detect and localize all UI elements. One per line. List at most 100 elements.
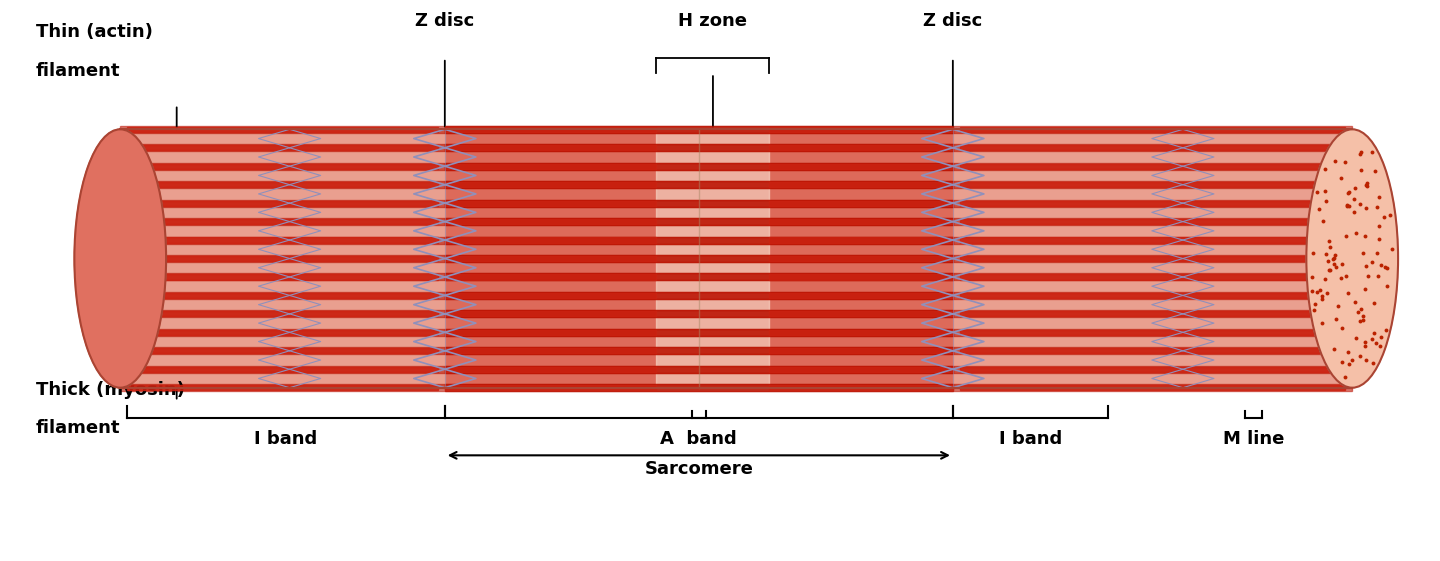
Bar [960,237,1345,243]
Bar [445,218,953,225]
Bar [445,384,953,391]
Bar [445,181,953,188]
Bar [445,200,657,206]
Bar [960,311,1345,316]
Bar [445,385,657,390]
Bar [121,163,1352,170]
Bar [445,293,657,298]
Bar [127,385,438,390]
Bar [769,145,953,150]
Bar [445,127,657,132]
Bar [127,311,438,316]
Bar [127,145,438,150]
Bar [127,293,438,298]
Bar [121,237,1352,243]
Bar [960,127,1345,132]
Bar [121,218,1352,225]
Bar [445,292,953,299]
Bar [121,130,445,388]
Bar [121,310,1352,318]
Bar [769,274,953,279]
Bar [445,329,953,336]
Text: Thin (actin): Thin (actin) [36,24,153,42]
Ellipse shape [1306,130,1398,388]
Bar [769,127,953,132]
Bar [127,127,438,132]
Bar [445,182,657,187]
Bar [960,348,1345,353]
Bar [960,182,1345,187]
Bar [953,130,1352,388]
Bar [445,348,657,353]
Bar [127,182,438,187]
Bar [445,367,657,372]
Text: I band: I band [255,430,318,448]
Bar [445,164,657,169]
Bar [445,200,953,206]
Bar [769,385,953,390]
Bar [445,237,657,243]
Bar [127,348,438,353]
Bar [769,311,953,316]
Bar [960,145,1345,150]
Bar [127,200,438,206]
Bar [769,200,953,206]
Bar [445,366,953,373]
Bar [960,293,1345,298]
Text: Z disc: Z disc [415,12,474,30]
Bar [445,310,953,318]
Text: Z disc: Z disc [923,12,982,30]
Bar [769,256,953,261]
Bar [657,130,769,388]
Bar [121,329,1352,336]
Bar [445,237,953,243]
Bar [960,330,1345,335]
Bar [127,237,438,243]
Bar [127,330,438,335]
Bar [121,366,1352,373]
Bar [769,367,953,372]
Bar [445,219,657,224]
Bar [121,384,1352,391]
Bar [445,130,953,388]
Bar [769,219,953,224]
Bar [769,348,953,353]
Bar [769,164,953,169]
Bar [445,144,953,151]
Bar [769,293,953,298]
Bar [127,164,438,169]
Bar [121,255,1352,262]
Bar [960,219,1345,224]
Bar [960,200,1345,206]
Bar [121,181,1352,188]
Text: filament: filament [36,62,120,80]
Bar [121,292,1352,299]
Bar [127,367,438,372]
Text: Sarcomere: Sarcomere [644,459,753,478]
Bar [960,274,1345,279]
Bar [121,130,1352,388]
Bar [121,144,1352,151]
Text: Thick (myosin): Thick (myosin) [36,381,184,399]
Bar [127,274,438,279]
Bar [445,255,953,262]
Bar [121,200,1352,206]
Bar [960,367,1345,372]
Bar [445,163,953,170]
Text: M line: M line [1223,430,1284,448]
Bar [445,274,657,279]
Text: H zone: H zone [678,12,747,30]
Bar [445,311,657,316]
Bar [445,347,953,355]
Bar [769,237,953,243]
Bar [121,347,1352,355]
Bar [127,256,438,261]
Bar [127,219,438,224]
Bar [960,164,1345,169]
Bar [121,273,1352,280]
Bar [445,126,953,133]
Text: I band: I band [999,430,1063,448]
Bar [769,330,953,335]
Bar [445,273,953,280]
Text: filament: filament [36,419,120,437]
